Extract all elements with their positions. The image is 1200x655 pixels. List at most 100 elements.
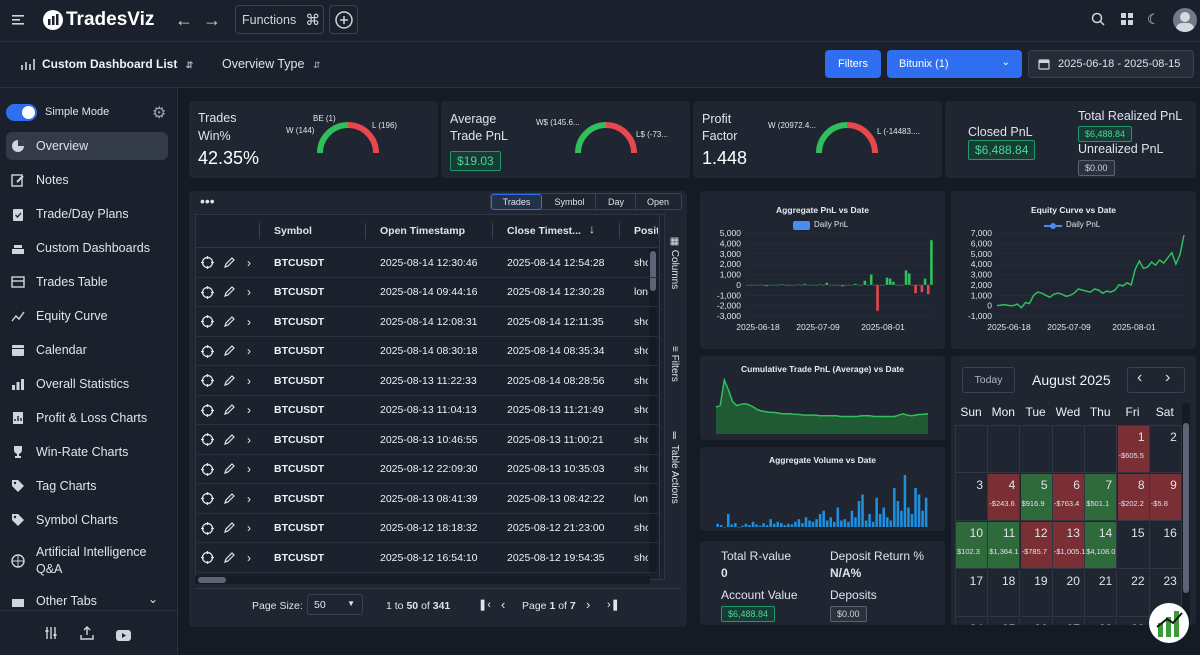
forward-arrow-icon[interactable]: → <box>203 10 221 30</box>
table-row[interactable]: › BTCUSDT 2025-08-14 09:44:16 2025-08-14 12… <box>196 278 658 307</box>
filters-button[interactable]: Filters <box>825 50 881 78</box>
calendar-day-cell[interactable]: 15 <box>1117 522 1150 569</box>
edit-icon[interactable] <box>223 484 235 513</box>
expand-chevron-icon[interactable]: › <box>247 255 251 270</box>
app-name[interactable]: TradesViz <box>66 9 155 30</box>
tab-day[interactable]: Day <box>597 194 636 210</box>
calendar-day-cell[interactable]: 6 -$763.4 <box>1052 474 1085 521</box>
table-row[interactable]: › BTCUSDT 2025-08-13 08:41:39 2025-08-13 08… <box>196 484 658 514</box>
calendar-day-cell[interactable]: 28 <box>1085 618 1118 625</box>
calendar-day-cell[interactable]: 3 <box>956 474 988 521</box>
sidebar-item-symbol-charts[interactable]: Symbol Charts <box>6 506 168 534</box>
target-icon[interactable] <box>201 514 214 543</box>
sidebar-item-trades-table[interactable]: Trades Table <box>6 268 168 296</box>
target-icon[interactable] <box>201 278 214 307</box>
target-icon[interactable] <box>201 455 214 484</box>
expand-chevron-icon[interactable]: › <box>247 344 251 358</box>
calendar-day-cell[interactable]: 2 <box>1149 426 1182 473</box>
calendar-day-cell[interactable]: 7 $501.1 <box>1085 474 1118 521</box>
target-icon[interactable] <box>201 366 214 395</box>
first-page-icon[interactable]: ❚‹ <box>478 599 491 611</box>
edit-icon[interactable] <box>223 514 235 543</box>
col-header-close-timestamp[interactable]: Close Timest... <box>507 225 581 237</box>
calendar-scrollbar[interactable] <box>1182 403 1190 625</box>
calendar-day-cell[interactable]: 12 -$785.7 <box>1020 522 1053 569</box>
expand-chevron-icon[interactable]: › <box>247 285 251 299</box>
calendar-day-cell[interactable]: 9 -$5.8 <box>1149 474 1182 521</box>
sidebar-item-notes[interactable]: Notes <box>6 166 168 194</box>
menu-icon[interactable] <box>12 13 26 27</box>
edit-icon[interactable] <box>223 278 235 307</box>
expand-chevron-icon[interactable]: › <box>247 314 251 329</box>
user-avatar[interactable] <box>1173 8 1197 32</box>
sliders-icon[interactable] <box>44 626 58 645</box>
calendar-day-cell[interactable]: 25 <box>988 618 1021 625</box>
sidebar-item-other-tabs[interactable]: Other Tabs ⌄ <box>6 594 168 608</box>
edit-icon[interactable] <box>223 248 235 277</box>
calendar-day-cell[interactable]: 27 <box>1053 618 1085 625</box>
calendar-day-cell[interactable]: 4 -$243.6 <box>988 474 1021 521</box>
dark-mode-icon[interactable]: ☾ <box>1147 11 1160 27</box>
last-page-icon[interactable]: ›❚ <box>607 599 620 611</box>
expand-chevron-icon[interactable]: › <box>247 491 251 506</box>
table-row[interactable]: › BTCUSDT 2025-08-14 12:30:46 2025-08-14 12… <box>196 248 658 278</box>
sort-desc-icon[interactable]: ↓ <box>589 222 595 236</box>
target-icon[interactable] <box>201 248 214 277</box>
expand-chevron-icon[interactable]: › <box>247 432 251 447</box>
target-icon[interactable] <box>201 543 214 572</box>
functions-button[interactable]: Functions ⌘ <box>235 5 324 34</box>
tab-symbol[interactable]: Symbol <box>544 194 596 210</box>
sidebar-item-equity-curve[interactable]: Equity Curve <box>6 302 168 330</box>
sidebar-item-tag-charts[interactable]: Tag Charts <box>6 472 168 500</box>
apps-grid-icon[interactable] <box>1120 12 1134 31</box>
search-icon[interactable] <box>1091 12 1105 31</box>
date-range-picker[interactable]: 2025-06-18 - 2025-08-15 <box>1028 50 1194 78</box>
sidebar-item-plans[interactable]: Trade/Day Plans <box>6 200 168 228</box>
edit-icon[interactable] <box>223 307 235 336</box>
calendar-day-cell[interactable]: 21 <box>1085 570 1118 617</box>
table-actions-side-tab[interactable]: ‖ Table Actions <box>662 431 680 511</box>
target-icon[interactable] <box>201 307 214 336</box>
next-month-icon[interactable]: › <box>1165 369 1171 386</box>
add-button[interactable] <box>329 5 358 34</box>
calendar-day-cell[interactable]: 17 <box>956 570 988 617</box>
expand-chevron-icon[interactable]: › <box>247 550 251 565</box>
sidebar-item-ai-qa[interactable]: Artificial Intelligence Q&A <box>6 544 168 582</box>
calendar-day-cell[interactable]: 24 <box>956 618 988 625</box>
table-row[interactable]: › BTCUSDT 2025-08-14 12:08:31 2025-08-14 12… <box>196 307 658 337</box>
sidebar-item-win-rate-charts[interactable]: Win-Rate Charts <box>6 438 168 466</box>
table-row[interactable]: › BTCUSDT 2025-08-12 16:54:10 2025-08-12 19… <box>196 543 658 573</box>
edit-icon[interactable] <box>223 543 235 572</box>
expand-chevron-icon[interactable]: › <box>247 462 251 476</box>
calendar-day-cell[interactable]: 13 -$1,005.1 <box>1052 522 1086 569</box>
horizontal-scrollbar[interactable] <box>195 576 650 584</box>
more-options-icon[interactable]: ••• <box>200 193 215 209</box>
edit-icon[interactable] <box>223 396 235 425</box>
tab-trades[interactable]: Trades <box>491 194 542 210</box>
next-page-icon[interactable]: › <box>586 597 591 612</box>
youtube-icon[interactable] <box>116 628 131 646</box>
upload-icon[interactable] <box>80 626 94 645</box>
filters-side-tab[interactable]: ≡ Filters <box>662 346 680 396</box>
sidebar-item-overview[interactable]: Overview <box>6 132 168 160</box>
table-row[interactable]: › BTCUSDT 2025-08-13 11:04:13 2025-08-13 11… <box>196 396 658 425</box>
calendar-day-cell[interactable]: 5 $916.9 <box>1020 474 1053 521</box>
edit-icon[interactable] <box>223 366 235 395</box>
floating-logo-button[interactable] <box>1149 603 1189 643</box>
target-icon[interactable] <box>201 484 214 513</box>
calendar-day-cell[interactable]: 19 <box>1020 570 1053 617</box>
back-arrow-icon[interactable]: ← <box>175 10 193 30</box>
custom-dashboard-list-dropdown[interactable]: Custom Dashboard List ⇵ <box>42 57 193 71</box>
sidebar-item-custom-dashboards[interactable]: Custom Dashboards <box>6 234 168 262</box>
table-row[interactable]: › BTCUSDT 2025-08-12 22:09:30 2025-08-13 10… <box>196 455 658 484</box>
calendar-day-cell[interactable]: 18 <box>988 570 1021 617</box>
sidebar-item-pnl-charts[interactable]: Profit & Loss Charts <box>6 404 168 432</box>
calendar-day-cell[interactable]: 29 <box>1118 618 1150 625</box>
overview-type-dropdown[interactable]: Overview Type ⇵ <box>222 57 320 71</box>
target-icon[interactable] <box>201 337 214 366</box>
settings-gear-icon[interactable]: ⚙ <box>152 105 167 122</box>
calendar-day-cell[interactable]: 10 $102.3 <box>956 522 988 569</box>
columns-side-tab[interactable]: ▦ Columns <box>662 236 680 296</box>
table-row[interactable]: › BTCUSDT 2025-08-12 18:18:32 2025-08-12 21… <box>196 514 658 543</box>
calendar-day-cell[interactable]: 1 -$605.5 <box>1117 426 1150 473</box>
